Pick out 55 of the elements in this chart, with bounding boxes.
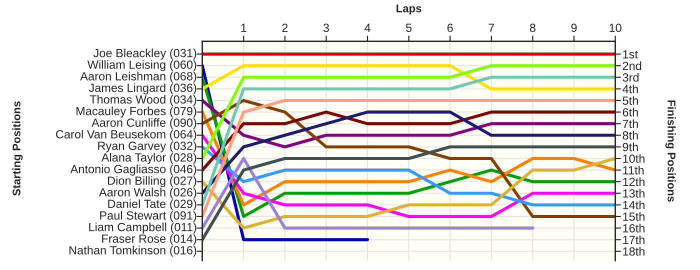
y-tick-label: 5th [622, 96, 638, 105]
x-tick-label: 7 [488, 24, 494, 32]
x-tick-label: 3 [323, 24, 329, 32]
x-tick-label: 1 [241, 24, 246, 32]
text: Aaron Walsh (026) [98, 188, 196, 199]
text: Carol Van Beusekom (064) [56, 130, 196, 141]
x-tick-label: 9 [571, 24, 577, 32]
text: Liam Campbell (011) [89, 222, 196, 234]
y-tick-label: 3rd [622, 72, 639, 82]
x-tick-label: 6 [447, 24, 453, 32]
text: Antonio Gagliasso (046) [70, 164, 196, 176]
text: Nathan Tomkinson (016) [70, 246, 196, 257]
line-series [202, 156, 616, 230]
text: Ryan Garvey (032) [98, 141, 196, 152]
y-tick-label: 10th [623, 154, 644, 163]
y-tick-label: 2nd [622, 61, 642, 70]
x-tick-label: 4 [364, 24, 370, 32]
line-series [202, 98, 616, 218]
text: Daniel Tate (029) [108, 199, 196, 210]
y-axis-title: Finishing Positions [665, 100, 676, 202]
y-tick-label: 1st [623, 50, 638, 58]
y-tick-label: 8th [622, 130, 638, 140]
y-tick-label: 15th [623, 212, 644, 221]
x-tick-label: 8 [530, 24, 536, 32]
line-series [202, 134, 616, 218]
text: James Lingard (036) [88, 83, 196, 94]
line-series [202, 145, 616, 206]
text: Aaron Leishman (068) [80, 72, 196, 83]
y-tick-label: 6th [622, 108, 638, 116]
y-tick-label: 13th [623, 188, 644, 198]
text: Macauley Forbes (079) [76, 106, 196, 118]
y-tick-label: 12th [623, 177, 644, 186]
text: Alana Taylor (028) [101, 152, 196, 164]
x-tick-label: 10 [610, 24, 622, 32]
text: Fraser Rose (014) [102, 234, 196, 246]
y-tick-label: 18th [623, 246, 644, 256]
text: Starting Positions [12, 101, 23, 196]
text: Dion Billing (027) [108, 176, 196, 188]
y-tick-label: 17th [623, 235, 644, 244]
x-tick-label: 5 [406, 24, 412, 32]
y-tick-label: 9th [622, 142, 638, 152]
y-tick-label: 14th [623, 200, 644, 210]
line-series [202, 98, 616, 148]
text: Thomas Wood (034) [90, 94, 196, 106]
x-axis-title: Laps [396, 4, 422, 15]
y-tick-label: 11th [623, 166, 644, 174]
y-tick-label: 4th [622, 84, 638, 94]
text: Joe Bleackley (031) [93, 48, 196, 60]
line-series [202, 145, 616, 242]
text: William Leising (060) [87, 60, 196, 72]
y-tick-label: 7th [622, 119, 638, 128]
text: Aaron Cunliffe (090) [92, 118, 196, 130]
y-tick-label: 16th [623, 224, 644, 232]
text: Paul Stewart (091) [100, 210, 196, 222]
x-tick-label: 2 [282, 24, 288, 32]
